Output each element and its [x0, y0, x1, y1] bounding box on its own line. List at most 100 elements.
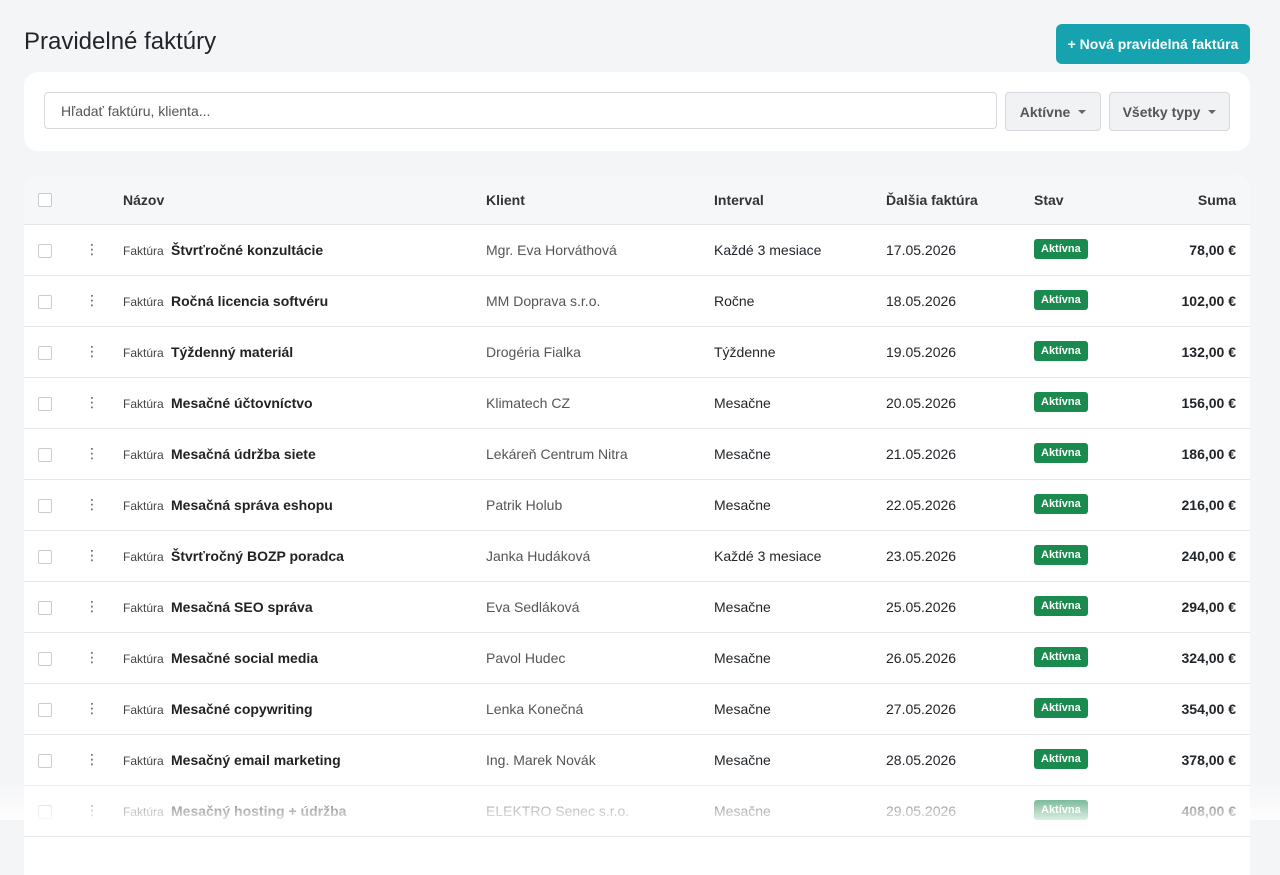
client-name: Klimatech CZ	[486, 395, 571, 411]
table-row[interactable]: ⋮ Faktúra Štvrťročné konzultácie Mgr. Eva H…	[24, 225, 1250, 276]
next-invoice-date: 25.05.2026	[886, 599, 957, 615]
type-filter[interactable]: Všetky typy	[1109, 92, 1230, 131]
invoice-name: Mesačná správa eshopu	[171, 497, 333, 513]
interval: Mesačne	[714, 446, 771, 462]
table-row[interactable]: ⋮ Faktúra Mesačná údržba siete Lekáreň Cent…	[24, 429, 1250, 480]
invoice-prefix: Faktúra	[123, 550, 164, 564]
column-header[interactable]: Stav	[1034, 192, 1064, 208]
client-name: Lenka Konečná	[486, 701, 584, 717]
table-row[interactable]: ⋮ Faktúra Ročná licencia softvéru MM Doprav…	[24, 276, 1250, 327]
column-header[interactable]: Klient	[486, 192, 525, 208]
row-menu[interactable]: ⋮	[85, 547, 99, 563]
interval: Týždenne	[714, 344, 776, 360]
interval: Mesačne	[714, 599, 771, 615]
page-body: Pravidelné faktúry + Nová pravidelná fak…	[0, 0, 1280, 820]
invoice-prefix: Faktúra	[123, 754, 164, 768]
table-row[interactable]: ⋮ Faktúra Týždenný materiál Drogéria Fialka…	[24, 327, 1250, 378]
invoice-sum: 186,00 €	[1181, 446, 1237, 462]
new-invoice-button[interactable]: + Nová pravidelná faktúra	[1056, 24, 1250, 64]
row-checkbox[interactable]	[38, 448, 52, 462]
row-checkbox[interactable]	[38, 295, 52, 309]
row-checkbox[interactable]	[38, 703, 52, 717]
row-checkbox[interactable]	[38, 754, 52, 768]
client-name: Mgr. Eva Horváthová	[486, 242, 617, 258]
status-filter[interactable]: Aktívne	[1005, 92, 1101, 131]
column-header[interactable]: Ďalšia faktúra	[886, 192, 978, 208]
row-menu[interactable]: ⋮	[85, 751, 99, 767]
row-menu[interactable]: ⋮	[85, 649, 99, 665]
invoice-name: Mesačné copywriting	[171, 701, 313, 717]
invoice-prefix: Faktúra	[123, 295, 164, 309]
invoice-sum: 294,00 €	[1181, 599, 1237, 615]
row-checkbox[interactable]	[38, 499, 52, 513]
column-header[interactable]: Suma	[1197, 192, 1236, 208]
invoice-name: Ročná licencia softvéru	[171, 293, 329, 309]
row-menu[interactable]: ⋮	[85, 241, 99, 257]
row-checkbox[interactable]	[38, 244, 52, 258]
client-name: MM Doprava s.r.o.	[486, 293, 601, 309]
row-menu[interactable]: ⋮	[85, 496, 99, 512]
table-row[interactable]: ⋮ Faktúra Mesačné social media Pavol Hudec M…	[24, 633, 1250, 684]
interval: Mesačne	[714, 395, 771, 411]
status-badge: Aktívna	[1034, 392, 1088, 412]
status-badge: Aktívna	[1034, 494, 1088, 514]
row-checkbox[interactable]	[38, 652, 52, 666]
invoice-name: Mesačná údržba siete	[171, 446, 316, 462]
row-checkbox[interactable]	[38, 397, 52, 411]
column-header[interactable]: Interval	[714, 192, 764, 208]
table-row[interactable]: ⋮ Faktúra Mesačná správa eshopu Patrik Holu…	[24, 480, 1250, 531]
status-badge: Aktívna	[1034, 290, 1088, 310]
invoice-sum: 378,00 €	[1181, 752, 1237, 768]
scroll-fade	[0, 780, 1280, 820]
invoice-name: Mesačné účtovníctvo	[171, 395, 313, 411]
row-menu[interactable]: ⋮	[85, 445, 99, 461]
interval: Mesačne	[714, 701, 771, 717]
invoice-name: Mesačný email marketing	[171, 752, 341, 768]
row-menu[interactable]: ⋮	[85, 343, 99, 359]
invoice-prefix: Faktúra	[123, 652, 164, 666]
invoice-sum: 102,00 €	[1181, 293, 1237, 309]
table-row[interactable]: ⋮ Faktúra Mesačný email marketing Ing. Mare…	[24, 735, 1250, 786]
next-invoice-date: 21.05.2026	[886, 446, 957, 462]
invoice-name: Mesačná SEO správa	[171, 599, 313, 615]
table-row[interactable]: ⋮ Faktúra Štvrťročný BOZP poradca Janka Hud…	[24, 531, 1250, 582]
row-menu[interactable]: ⋮	[85, 700, 99, 716]
status-badge: Aktívna	[1034, 341, 1088, 361]
status-badge: Aktívna	[1034, 596, 1088, 616]
next-invoice-date: 22.05.2026	[886, 497, 957, 513]
invoice-sum: 216,00 €	[1181, 497, 1237, 513]
next-invoice-date: 19.05.2026	[886, 344, 957, 360]
next-invoice-date: 28.05.2026	[886, 752, 957, 768]
row-checkbox[interactable]	[38, 346, 52, 360]
interval: Ročne	[714, 293, 755, 309]
next-invoice-date: 20.05.2026	[886, 395, 957, 411]
invoice-table: Názov Klient Interval Ďalšia faktúra Stav Sum…	[24, 175, 1250, 875]
table-row[interactable]: ⋮ Faktúra Mesačné copywriting Lenka Konečná…	[24, 684, 1250, 735]
invoice-sum: 156,00 €	[1181, 395, 1237, 411]
type-filter-label: Všetky typy	[1122, 103, 1201, 120]
row-menu[interactable]: ⋮	[85, 598, 99, 614]
next-invoice-date: 23.05.2026	[886, 548, 957, 564]
client-name: Patrik Holub	[486, 497, 563, 513]
client-name: Drogéria Fialka	[486, 344, 581, 360]
search-input[interactable]: Hľadať faktúru, klienta...	[44, 92, 997, 129]
invoice-sum: 324,00 €	[1181, 650, 1237, 666]
client-name: Lekáreň Centrum Nitra	[486, 446, 628, 462]
client-name: Janka Hudáková	[486, 548, 591, 564]
table-row[interactable]: ⋮ Faktúra Mesačné účtovníctvo Klimatech CZ M…	[24, 378, 1250, 429]
invoice-prefix: Faktúra	[123, 703, 164, 717]
select-all-checkbox[interactable]	[38, 193, 52, 207]
column-header[interactable]: Názov	[123, 192, 165, 208]
invoice-prefix: Faktúra	[123, 397, 164, 411]
row-checkbox[interactable]	[38, 550, 52, 564]
status-badge: Aktívna	[1034, 749, 1088, 769]
row-checkbox[interactable]	[38, 601, 52, 615]
search-placeholder: Hľadať faktúru, klienta...	[61, 102, 211, 119]
interval: Každé 3 mesiace	[714, 548, 822, 564]
next-invoice-date: 26.05.2026	[886, 650, 957, 666]
interval: Mesačne	[714, 497, 771, 513]
status-badge: Aktívna	[1034, 443, 1088, 463]
row-menu[interactable]: ⋮	[85, 292, 99, 308]
table-row[interactable]: ⋮ Faktúra Mesačná SEO správa Eva Sedláková M…	[24, 582, 1250, 633]
row-menu[interactable]: ⋮	[85, 394, 99, 410]
